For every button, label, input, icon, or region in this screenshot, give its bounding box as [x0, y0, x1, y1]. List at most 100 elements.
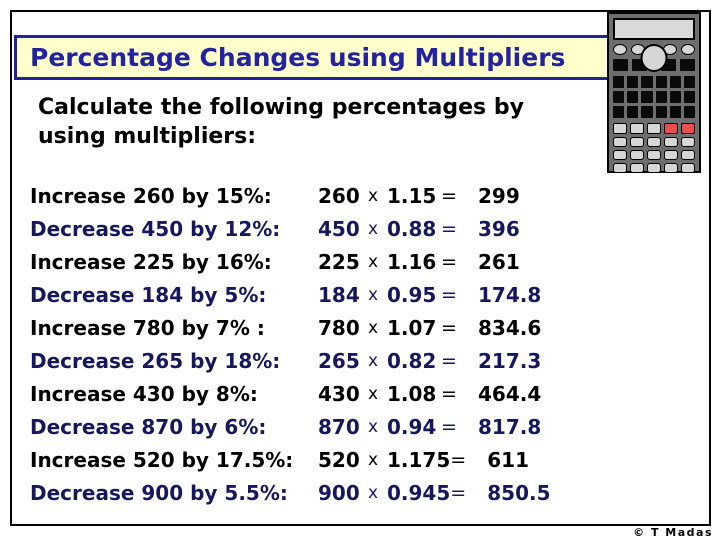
row-label: Increase 780 by 7% : [30, 315, 265, 340]
multiplication-sign: x [368, 449, 379, 470]
calculator-key [627, 91, 639, 103]
calculator-key [683, 106, 695, 118]
calculator-key [655, 91, 667, 103]
calculator-key [647, 150, 661, 160]
calculator-key [683, 76, 695, 88]
calculator-key [681, 163, 695, 173]
equals-sign: = [441, 184, 457, 207]
row-result: 261 [478, 249, 520, 274]
row-label: Increase 520 by 17.5%: [30, 447, 294, 472]
row-label: Decrease 870 by 6%: [30, 414, 267, 439]
row-result: 611 [487, 447, 530, 472]
calculator-key [664, 150, 678, 160]
calculator-key [613, 76, 625, 88]
row-multiplier: 0.82 [387, 348, 437, 373]
multiplication-sign: x [368, 251, 379, 272]
title-bar: Percentage Changes using Multipliers [14, 35, 618, 80]
calculator-key [681, 150, 695, 160]
page-title: Percentage Changes using Multipliers [30, 43, 566, 72]
calculator-key [630, 137, 644, 147]
row-result: 299 [478, 183, 520, 208]
calculator-key [630, 163, 644, 173]
row-start-value: 184 [318, 282, 360, 307]
multiplication-sign: x [368, 416, 379, 437]
calculator-key [664, 137, 678, 147]
calculation-row: Decrease 265 by 18%: 265 x 0.82 = 217.3 [30, 344, 551, 377]
calculator-icon [607, 12, 701, 173]
row-multiplier: 1.175 [387, 447, 451, 472]
calculator-display [613, 18, 695, 40]
multiplication-sign: x [368, 350, 379, 371]
calculator-key [655, 106, 667, 118]
row-multiplier: 0.95 [387, 282, 437, 307]
equals-sign: = [450, 481, 467, 504]
row-label: Decrease 450 by 12%: [30, 216, 281, 241]
row-start-value: 780 [318, 315, 360, 340]
subtitle-line-2: using multipliers: [38, 124, 257, 149]
equals-sign: = [441, 316, 457, 339]
calculator-dark-keypad [613, 76, 695, 118]
calculator-key [669, 91, 681, 103]
calculator-key [613, 137, 627, 147]
calculator-top-keys [613, 44, 695, 73]
row-multiplier: 0.94 [387, 414, 437, 439]
calculator-key [664, 123, 678, 134]
row-label: Increase 260 by 15%: [30, 183, 272, 208]
row-multiplier: 0.945 [387, 480, 451, 505]
calculator-key [647, 123, 661, 134]
equals-sign: = [441, 217, 457, 240]
row-start-value: 520 [318, 447, 360, 472]
row-start-value: 450 [318, 216, 360, 241]
calculation-row: Increase 430 by 8%: 430 x 1.08 = 464.4 [30, 377, 551, 410]
equals-sign: = [441, 250, 457, 273]
calculator-light-keypad [613, 163, 695, 173]
row-start-value: 430 [318, 381, 360, 406]
equals-sign: = [441, 415, 457, 438]
calculator-key [630, 150, 644, 160]
calculation-row: Increase 520 by 17.5%: 520 x 1.175 = 611 [30, 443, 551, 476]
row-label: Increase 430 by 8%: [30, 381, 258, 406]
calculator-key [613, 106, 625, 118]
row-result: 464.4 [478, 381, 542, 406]
credit-text: © T Madas [633, 526, 713, 539]
calculator-key [613, 91, 625, 103]
row-multiplier: 0.88 [387, 216, 437, 241]
row-result: 217.3 [478, 348, 542, 373]
calculator-key [647, 137, 661, 147]
equals-sign: = [441, 283, 457, 306]
calculator-round-key [640, 44, 668, 72]
calculation-row: Increase 780 by 7% : 780 x 1.07 = 834.6 [30, 311, 551, 344]
calculator-key [669, 76, 681, 88]
row-label: Decrease 184 by 5%: [30, 282, 267, 307]
calculation-row: Decrease 450 by 12%: 450 x 0.88 = 396 [30, 212, 551, 245]
row-result: 817.8 [478, 414, 542, 439]
multiplication-sign: x [368, 218, 379, 239]
calculation-list: Increase 260 by 15%: 260 x 1.15 = 299 De… [30, 179, 551, 509]
calculator-dark-key [680, 59, 695, 71]
multiplication-sign: x [368, 383, 379, 404]
row-start-value: 225 [318, 249, 360, 274]
calculator-key [681, 137, 695, 147]
calculator-key [655, 76, 667, 88]
calculator-key [627, 106, 639, 118]
calculation-row: Decrease 870 by 6%: 870 x 0.94 = 817.8 [30, 410, 551, 443]
multiplication-sign: x [368, 284, 379, 305]
row-result: 834.6 [478, 315, 542, 340]
row-result: 850.5 [487, 480, 551, 505]
row-result: 174.8 [478, 282, 542, 307]
calculator-light-keypad [613, 150, 695, 160]
row-label: Decrease 900 by 5.5%: [30, 480, 288, 505]
multiplication-sign: x [368, 482, 379, 503]
calculator-key [641, 76, 653, 88]
slide-border [10, 10, 711, 526]
calculator-key [641, 106, 653, 118]
subtitle-line-1: Calculate the following percentages by [38, 95, 524, 120]
calculator-oval-key [613, 44, 627, 55]
calculator-mid-keypad [613, 123, 695, 134]
equals-sign: = [441, 349, 457, 372]
calculation-row: Increase 225 by 16%: 225 x 1.16 = 261 [30, 245, 551, 278]
row-start-value: 870 [318, 414, 360, 439]
row-label: Increase 225 by 16%: [30, 249, 272, 274]
calculator-light-keypad [613, 137, 695, 147]
row-multiplier: 1.07 [387, 315, 437, 340]
